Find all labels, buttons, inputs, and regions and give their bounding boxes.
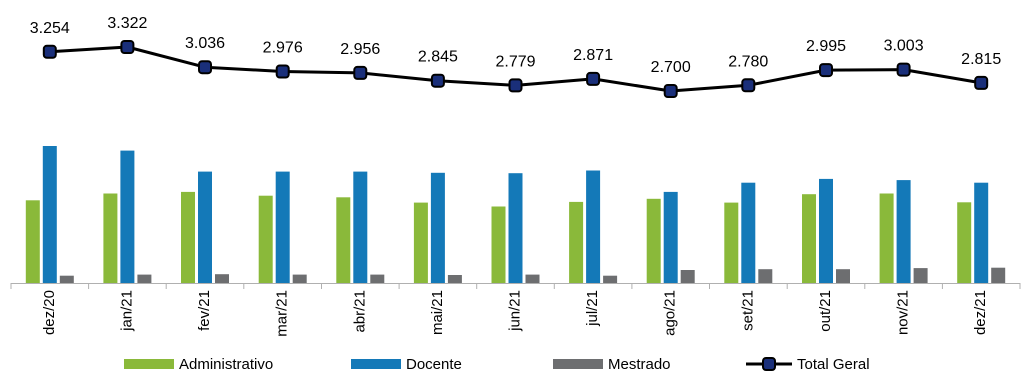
bar-mestrado-10 (836, 269, 850, 283)
bar-administrativo-6 (491, 206, 506, 283)
bar-administrativo-1 (103, 193, 118, 283)
bar-docente-5 (430, 172, 445, 283)
total-geral-data-label: 2.779 (495, 53, 535, 70)
bar-docente-4 (353, 171, 368, 283)
bar-docente-10 (819, 178, 833, 283)
bar-mestrado-1 (137, 274, 152, 283)
bar-administrativo-0 (25, 200, 40, 283)
total-geral-marker-0 (42, 44, 57, 59)
bar-docente-6 (508, 173, 523, 283)
legend-swatch-docente (351, 359, 401, 369)
total-geral-marker-12 (974, 75, 989, 90)
bar-docente-12 (974, 182, 989, 283)
legend-label-docente: Docente (406, 356, 462, 373)
bar-mestrado-3 (292, 274, 307, 283)
bar-mestrado-8 (680, 270, 695, 283)
total-geral-data-label: 2.780 (728, 53, 768, 70)
bar-administrativo-9 (724, 202, 739, 283)
legend-label-administrativo: Administrativo (179, 356, 273, 373)
bar-docente-2 (198, 171, 212, 283)
x-tick-label: nov/21 (895, 290, 912, 335)
x-tick-label: abr/21 (351, 290, 368, 333)
bar-docente-11 (896, 180, 911, 283)
x-tick-label: set/21 (739, 290, 756, 331)
total-geral-marker-3 (275, 64, 290, 79)
legend-label-total-geral: Total Geral (797, 356, 870, 373)
total-geral-data-label: 2.815 (961, 51, 1001, 68)
total-geral-data-label: 2.956 (340, 41, 380, 58)
legend-marker-total-geral (762, 357, 776, 371)
bar-administrativo-7 (569, 201, 584, 283)
bar-docente-1 (120, 150, 135, 283)
legend: Administrativo Docente Mestrado Total Geral (124, 356, 870, 373)
total-geral-marker-10 (819, 63, 833, 78)
bar-mestrado-12 (991, 267, 1006, 283)
bar-mestrado-6 (525, 274, 540, 283)
bars-layer (25, 146, 1006, 283)
bar-administrativo-2 (181, 191, 195, 283)
bar-administrativo-8 (646, 198, 661, 283)
total-geral-marker-11 (896, 62, 911, 77)
total-geral-marker-5 (430, 73, 445, 88)
bar-administrativo-11 (879, 193, 894, 283)
x-tick-label: dez/21 (972, 290, 989, 335)
bar-mestrado-0 (59, 275, 74, 283)
x-tick-label: mar/21 (274, 290, 291, 337)
bar-mestrado-4 (370, 274, 385, 283)
bar-docente-3 (275, 171, 290, 283)
legend-label-mestrado: Mestrado (608, 356, 671, 373)
bar-mestrado-9 (758, 269, 773, 283)
x-tick-label: fev/21 (196, 290, 213, 331)
total-geral-data-label: 2.995 (806, 38, 846, 55)
bar-mestrado-11 (913, 268, 928, 283)
total-geral-data-label: 2.976 (263, 40, 303, 57)
x-tick-label: out/21 (817, 290, 834, 332)
total-geral-marker-8 (663, 84, 678, 98)
x-tick-label: dez/20 (41, 290, 58, 335)
legend-swatch-mestrado (553, 359, 603, 369)
x-axis: dez/20 jan/21 fev/21 mar/21 abr/21 mai/21 jun/… (10, 283, 1021, 337)
total-geral-marker-4 (353, 65, 368, 80)
bar-mestrado-5 (447, 275, 462, 283)
bar-administrativo-12 (957, 202, 972, 283)
bar-docente-0 (42, 146, 57, 283)
bar-mestrado-7 (603, 275, 618, 283)
bar-administrativo-5 (413, 202, 428, 283)
bar-docente-8 (663, 191, 678, 283)
total-geral-marker-6 (508, 78, 523, 93)
total-geral-marker-2 (198, 60, 212, 75)
x-tick-label: jan/21 (118, 290, 135, 332)
total-geral-data-label: 2.845 (418, 49, 458, 66)
total-geral-data-label: 3.036 (185, 35, 225, 52)
total-line-layer: 3.254 3.322 3.036 2.976 2.956 2.845 2.779 2.871… (30, 15, 1001, 98)
x-tick-label: ago/21 (662, 290, 679, 336)
total-geral-data-label: 3.003 (884, 38, 924, 55)
bar-administrativo-4 (336, 197, 351, 283)
x-tick-label: jun/21 (506, 290, 523, 332)
bar-administrativo-10 (802, 194, 816, 283)
x-tick-label: mai/21 (429, 290, 446, 335)
total-geral-data-label: 2.871 (573, 47, 613, 64)
bar-docente-9 (741, 182, 756, 283)
bar-mestrado-2 (215, 274, 229, 283)
total-geral-marker-9 (741, 78, 756, 93)
legend-swatch-administrativo (124, 359, 174, 369)
bar-administrativo-3 (258, 195, 273, 283)
total-geral-marker-7 (586, 71, 601, 86)
x-tick-label: jul/21 (584, 290, 601, 327)
total-geral-data-label: 3.322 (107, 15, 147, 32)
bar-docente-7 (586, 170, 601, 283)
total-geral-data-label: 2.700 (651, 59, 691, 76)
total-geral-data-label: 3.254 (30, 20, 70, 37)
total-geral-marker-1 (120, 40, 135, 54)
